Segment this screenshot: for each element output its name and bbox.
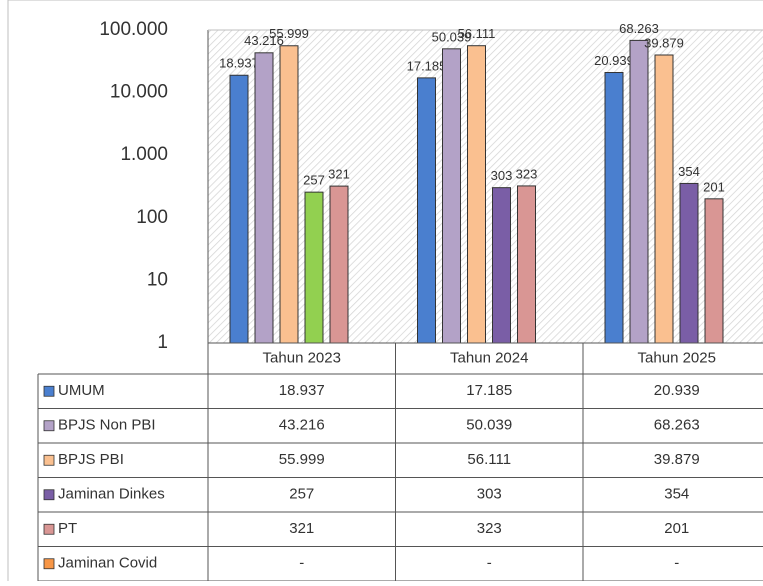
table-cell: 20.939 [654, 382, 700, 399]
data-label: 321 [328, 167, 350, 182]
legend-swatch [43, 420, 55, 432]
data-label: 56.111 [458, 26, 496, 41]
bar [254, 52, 274, 344]
data-label: 354 [678, 164, 700, 179]
table-cell: 323 [477, 520, 502, 537]
table-cell: 68.263 [654, 417, 700, 434]
bar [654, 54, 674, 344]
table-cell: - [487, 555, 492, 572]
legend-label: BPJS Non PBI [58, 417, 156, 434]
table-cell: 257 [289, 486, 314, 503]
x-tick-label: Tahun 2025 [638, 349, 716, 366]
table-cell: 303 [477, 486, 502, 503]
bar [229, 74, 249, 344]
y-tick-label: 10 [147, 269, 168, 290]
data-label: 201 [703, 179, 725, 194]
table-cell: 18.937 [279, 382, 325, 399]
data-label: 39.879 [644, 35, 684, 50]
y-tick-label: 100 [136, 207, 168, 228]
data-label: 18.937 [219, 56, 259, 71]
bar [442, 48, 461, 344]
x-tick-label: Tahun 2023 [263, 349, 341, 366]
table-cell: - [299, 555, 304, 572]
y-tick-label: 1 [157, 332, 168, 353]
data-label: 43.216 [244, 33, 284, 48]
legend-swatch [43, 523, 55, 535]
table-cell: 50.039 [466, 417, 512, 434]
legend-label: Jaminan Dinkes [58, 486, 165, 503]
table-cell: 321 [289, 520, 314, 537]
bar [679, 182, 699, 344]
legend-swatch [43, 454, 55, 466]
data-label: 50.039 [432, 29, 472, 44]
bar [279, 45, 299, 344]
bar [704, 198, 724, 344]
y-tick-label: 100.000 [99, 19, 168, 40]
table-cell: 201 [664, 520, 689, 537]
bar [492, 187, 511, 344]
data-label: 323 [516, 166, 538, 181]
bar [517, 185, 536, 344]
table-cell: 55.999 [279, 451, 325, 468]
data-label: 17.185 [407, 58, 447, 73]
y-tick-label: 10.000 [110, 82, 168, 103]
bar [604, 72, 624, 344]
legend-label: PT [58, 520, 77, 537]
bar [329, 185, 349, 344]
data-label: 68.263 [619, 21, 659, 36]
table-cell: 43.216 [279, 417, 325, 434]
frame [7, 0, 763, 586]
table-cell: 354 [664, 486, 689, 503]
legend-label: Jaminan Covid [58, 555, 157, 572]
legend-swatch [43, 385, 55, 397]
legend-swatch [43, 558, 55, 570]
data-label: 257 [303, 173, 325, 188]
data-label: 20.939 [594, 53, 634, 68]
bar [467, 45, 486, 344]
table-cell: 39.879 [654, 451, 700, 468]
bar [629, 39, 649, 344]
legend-label: BPJS PBI [58, 451, 124, 468]
x-tick-label: Tahun 2024 [450, 349, 528, 366]
legend-swatch [43, 489, 55, 501]
data-label: 303 [491, 168, 513, 183]
bar [304, 191, 324, 344]
table-cell: - [674, 555, 679, 572]
bar [417, 77, 436, 344]
table-cell: 17.185 [466, 382, 512, 399]
legend-label: UMUM [58, 382, 105, 399]
y-tick-label: 1.000 [120, 144, 168, 165]
data-label: 55.999 [269, 26, 309, 41]
table-cell: 56.111 [467, 451, 511, 468]
